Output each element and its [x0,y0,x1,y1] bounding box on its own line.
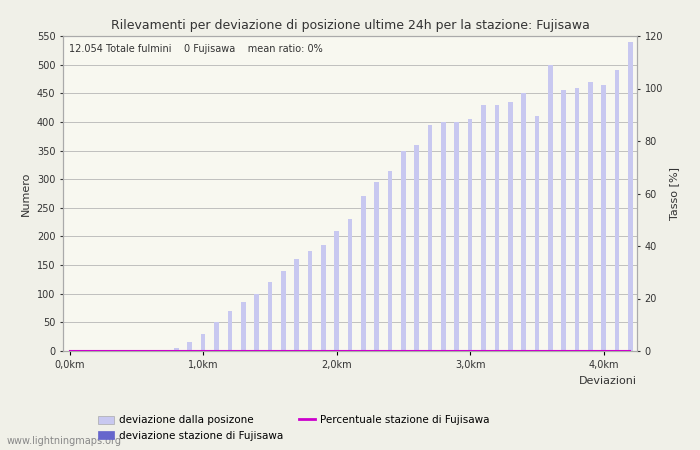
Bar [628,42,633,351]
Bar [508,102,512,351]
Bar [188,342,192,351]
Bar [321,245,326,351]
Text: 12.054 Totale fulmini    0 Fujisawa    mean ratio: 0%: 12.054 Totale fulmini 0 Fujisawa mean ra… [69,44,323,54]
Bar [454,122,459,351]
Bar [561,90,566,351]
Bar [214,322,219,351]
Bar [401,151,406,351]
Bar [441,122,446,351]
Bar [414,145,419,351]
Bar [428,125,433,351]
Bar [307,251,312,351]
Bar [575,88,580,351]
Bar [228,311,232,351]
Bar [361,196,365,351]
Bar [335,231,339,351]
Text: Deviazioni: Deviazioni [579,376,637,386]
Bar [241,302,246,351]
Bar [374,182,379,351]
Bar [201,334,206,351]
Bar [615,70,620,351]
Bar [522,93,526,351]
Bar [468,119,472,351]
Bar [588,82,593,351]
Bar [267,282,272,351]
Bar [254,294,259,351]
Bar [601,85,606,351]
Bar [548,65,552,351]
Bar [481,105,486,351]
Title: Rilevamenti per deviazione di posizione ultime 24h per la stazione: Fujisawa: Rilevamenti per deviazione di posizione … [111,19,589,32]
Bar [494,105,499,351]
Legend: deviazione dalla posizone, deviazione stazione di Fujisawa, Percentuale stazione: deviazione dalla posizone, deviazione st… [94,411,493,445]
Y-axis label: Numero: Numero [21,171,32,216]
Bar [294,259,299,351]
Y-axis label: Tasso [%]: Tasso [%] [668,167,679,220]
Bar [535,116,539,351]
Bar [348,219,352,351]
Text: www.lightningmaps.org: www.lightningmaps.org [7,436,122,446]
Bar [388,171,393,351]
Bar [174,348,179,351]
Bar [281,271,286,351]
